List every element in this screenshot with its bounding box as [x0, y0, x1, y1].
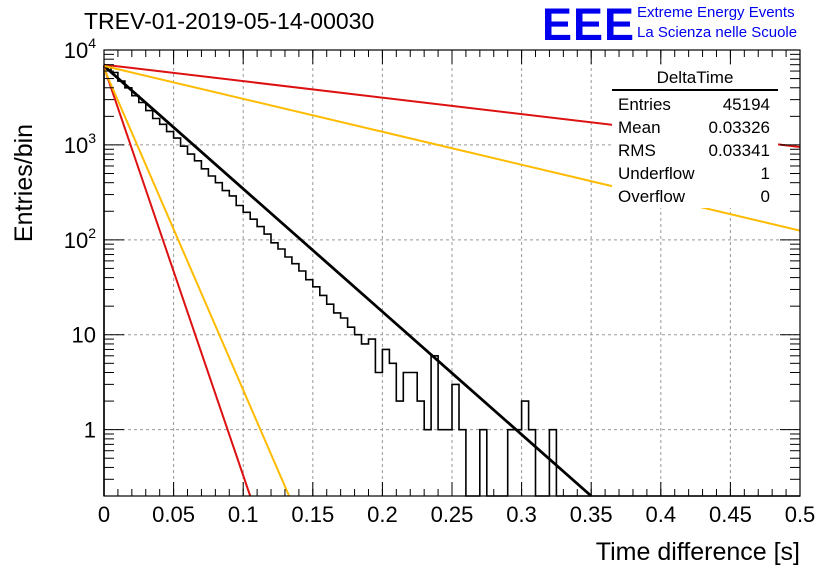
y-tick-label: 104 [64, 35, 96, 63]
stats-row-underflow: Underflow 1 [612, 162, 778, 185]
x-tick-label: 0.45 [709, 502, 752, 527]
x-axis-label: Time difference [s] [596, 538, 800, 566]
eee-logo: EEE [542, 0, 636, 50]
x-tick-label: 0.3 [506, 502, 537, 527]
x-tick-label: 0.2 [367, 502, 398, 527]
logo-subtitle-2: La Scienza nelle Scuole [637, 24, 798, 41]
stats-row-rms: RMS 0.03341 [612, 139, 778, 162]
stats-label: RMS [618, 141, 656, 160]
y-tick-label: 103 [64, 130, 96, 158]
stats-box: DeltaTime Entries 45194 Mean 0.03326 RMS… [612, 68, 778, 208]
plot-frame [103, 49, 801, 497]
plot-title: TREV-01-2019-05-14-00030 [84, 8, 375, 34]
logo-subtitle-1: Extreme Energy Events [637, 4, 795, 21]
x-tick-label: 0.35 [570, 502, 613, 527]
x-tick-label: 0.25 [431, 502, 474, 527]
stats-row-mean: Mean 0.03326 [612, 116, 778, 139]
model-curve [103, 66, 252, 497]
y-tick-label: 1 [84, 418, 96, 443]
stats-label: Underflow [618, 164, 695, 183]
x-tick-label: 0 [98, 502, 110, 527]
stats-value: 0 [760, 187, 770, 206]
stats-row-overflow: Overflow 0 [612, 185, 778, 208]
x-tick-label: 0.1 [228, 502, 259, 527]
x-tick-label: 0.5 [785, 502, 816, 527]
model-curve [103, 68, 291, 497]
y-axis-label: Entries/bin [10, 124, 38, 242]
axes-layer: 0 0.05 0.1 0.15 0.2 0.25 0.3 0.35 0.4 0.45 0.51101… [64, 35, 816, 527]
fit-curve-black [103, 64, 593, 498]
stats-label: Mean [618, 118, 661, 137]
x-tick-label: 0.4 [646, 502, 677, 527]
stats-value: 0.03326 [708, 118, 770, 137]
stats-value: 0.03341 [708, 141, 770, 160]
stats-box-title: DeltaTime [612, 68, 778, 91]
y-tick-label: 102 [64, 225, 96, 253]
stats-value: 1 [760, 164, 770, 183]
stats-label: Overflow [618, 187, 686, 206]
x-tick-label: 0.15 [291, 502, 334, 527]
x-tick-label: 0.05 [152, 502, 195, 527]
stats-label: Entries [618, 95, 671, 114]
stats-value: 45194 [722, 95, 770, 114]
stats-row-entries: Entries 45194 [612, 93, 778, 116]
y-tick-label: 10 [72, 323, 96, 348]
